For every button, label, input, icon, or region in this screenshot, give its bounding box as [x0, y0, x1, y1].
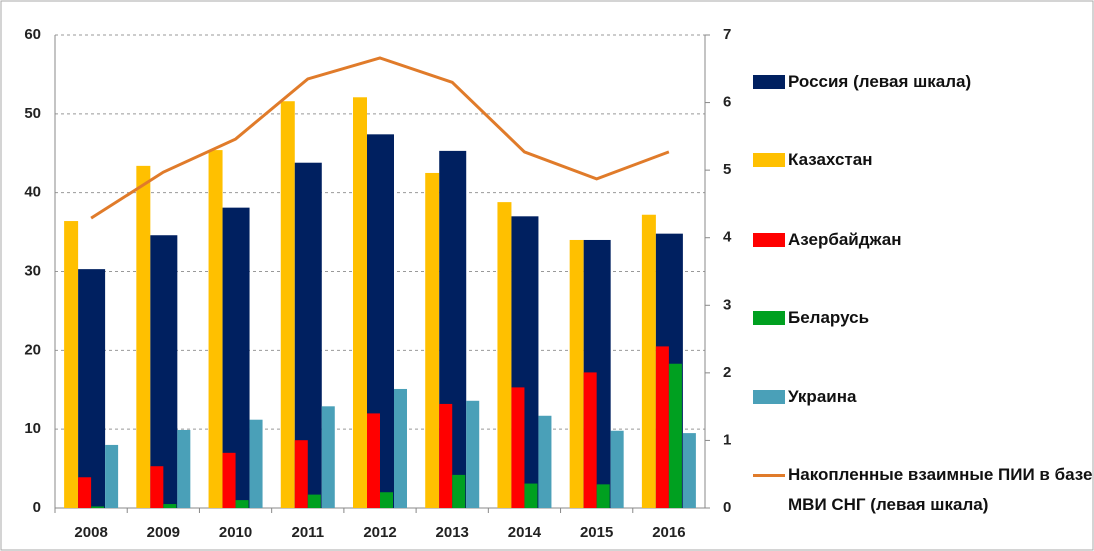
bar: [583, 372, 597, 508]
legend-swatch: [753, 75, 785, 89]
bar: [610, 430, 624, 508]
y2-tick-label: 0: [723, 499, 731, 516]
legend-swatch: [753, 153, 785, 167]
legend-item: Беларусь: [753, 303, 1094, 333]
bar: [177, 429, 191, 508]
bar: [78, 477, 92, 508]
bar: [105, 444, 119, 508]
bar: [222, 452, 236, 508]
x-tick-label: 2010: [219, 524, 252, 541]
legend-item: Россия (левая шкала): [753, 67, 1094, 97]
bar: [150, 466, 164, 508]
legend-label: Россия (левая шкала): [788, 72, 972, 91]
bar: [380, 492, 393, 508]
y2-tick-label: 5: [723, 161, 731, 178]
bar: [249, 419, 263, 508]
bar: [294, 440, 308, 508]
bar: [668, 363, 682, 508]
bar: [163, 504, 177, 508]
legend-label: Казахстан: [788, 150, 873, 169]
bar: [150, 235, 178, 508]
bar: [569, 239, 584, 508]
line: [90, 56, 670, 220]
y-tick-label: 20: [24, 341, 41, 358]
y-tick-label: 50: [24, 105, 41, 122]
bar: [682, 433, 696, 508]
bar: [64, 221, 79, 508]
bar: [78, 269, 106, 508]
legend-item: Накопленные взаимные ПИИ в базе МВИ СНГ …: [753, 460, 1094, 520]
x-tick-label: 2014: [508, 524, 542, 541]
legend-item: Азербайджан: [753, 225, 1094, 255]
y2-tick-label: 7: [723, 26, 731, 43]
legend-label: Беларусь: [788, 308, 870, 327]
y-tick-label: 0: [33, 499, 41, 516]
x-tick-label: 2008: [74, 524, 107, 541]
bar: [524, 483, 538, 508]
bar: [136, 165, 151, 508]
bar: [511, 387, 525, 508]
legend-label: Украина: [788, 387, 857, 406]
legend-label: Азербайджан: [788, 230, 902, 249]
y2-tick-label: 6: [723, 94, 731, 111]
legend-label: Накопленные взаимные ПИИ в базе МВИ СНГ …: [788, 465, 1093, 514]
y-tick-label: 60: [24, 26, 41, 43]
bar: [641, 214, 656, 509]
x-tick-label: 2015: [580, 524, 613, 541]
bar: [452, 474, 466, 508]
legend-swatch: [753, 233, 785, 247]
bar: [307, 494, 321, 508]
x-tick-label: 2009: [147, 524, 180, 541]
bar: [321, 406, 335, 508]
bar: [655, 346, 669, 508]
bar: [538, 415, 552, 508]
y-tick-label: 40: [24, 184, 41, 201]
legend-swatch: [753, 390, 785, 404]
bar: [439, 403, 453, 508]
bar: [367, 413, 380, 508]
bar: [394, 388, 407, 508]
legend-item: Украина: [753, 382, 1094, 412]
x-tick-label: 2016: [652, 524, 685, 541]
y-tick-label: 30: [24, 262, 41, 279]
y2-tick-label: 4: [723, 229, 732, 246]
legend-swatch: [753, 474, 785, 477]
bar: [425, 172, 440, 509]
x-tick-label: 2011: [292, 524, 325, 541]
x-tick-label: 2013: [436, 524, 469, 541]
bar: [280, 101, 295, 508]
y2-tick-label: 3: [723, 296, 731, 313]
legend-item: Казахстан: [753, 145, 1094, 175]
bar: [91, 506, 105, 508]
y2-tick-label: 1: [723, 431, 731, 448]
legend-swatch: [753, 311, 785, 325]
bar: [235, 500, 249, 508]
y-tick-label: 10: [24, 420, 41, 437]
bar: [353, 97, 367, 509]
y2-tick-label: 2: [723, 364, 731, 381]
bar: [466, 400, 480, 508]
bar: [497, 202, 512, 509]
x-tick-label: 2012: [363, 524, 396, 541]
bar: [596, 484, 610, 508]
bar: [208, 150, 223, 508]
